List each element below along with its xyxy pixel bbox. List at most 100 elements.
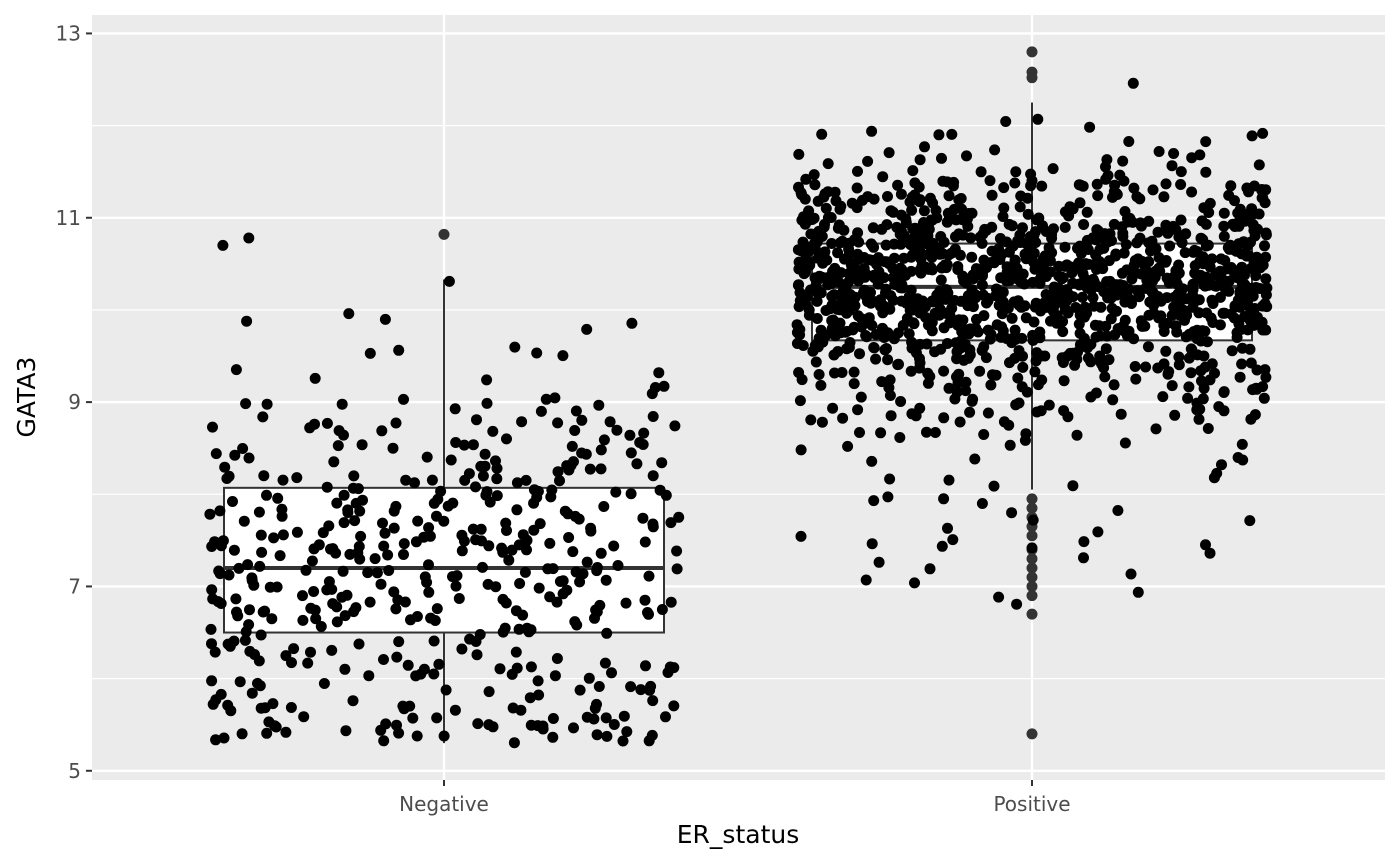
data-point [364,596,376,608]
data-point [903,328,915,340]
data-point [591,565,603,577]
data-point [255,702,267,714]
data-point [1120,239,1132,251]
data-point [935,274,947,286]
data-point [531,347,543,359]
data-point [332,440,344,452]
outlier-point [1026,530,1038,542]
y-tick-label: 13 [56,21,81,45]
data-point [1100,343,1112,355]
data-point [813,369,825,380]
data-point [870,353,882,365]
data-point [1073,179,1085,191]
data-point [593,681,605,692]
data-point [1257,259,1269,271]
data-point [1078,552,1089,564]
data-point [557,350,569,362]
data-point [599,657,611,669]
data-point [925,214,937,226]
data-point [236,728,248,740]
data-point [214,505,226,517]
data-point [544,537,556,549]
data-point [960,295,972,307]
data-point [817,257,829,269]
data-point [1012,372,1024,384]
data-point [825,212,837,223]
data-point [933,129,945,141]
data-point [993,299,1005,311]
data-point [243,619,255,631]
data-point [252,677,263,689]
data-point [1136,320,1148,332]
data-point [594,599,606,611]
data-point [519,566,531,578]
data-point [875,300,886,312]
data-point [843,342,855,353]
data-point [1119,437,1131,449]
data-point [827,268,839,280]
data-point [863,312,875,324]
data-point [411,611,423,622]
data-point [598,501,610,512]
data-point [214,568,226,580]
data-point [483,686,495,698]
data-point [1089,319,1101,331]
data-point [388,586,400,598]
data-point [1058,375,1070,387]
data-point [547,713,559,724]
data-point [1004,439,1016,451]
data-point [440,684,452,696]
data-point [524,692,536,704]
data-point [793,256,805,268]
data-point [966,251,978,263]
data-point [953,314,965,326]
data-point [985,379,997,391]
data-point [411,730,423,742]
data-point [1037,253,1049,265]
data-point [854,427,865,438]
data-point [1116,285,1128,297]
data-point [656,457,668,469]
data-point [1118,175,1130,187]
data-point [423,559,434,571]
data-point [1180,228,1192,240]
data-point [669,420,681,432]
data-point [1200,166,1212,178]
data-point [513,623,525,635]
data-point [423,586,435,598]
data-point [994,233,1006,244]
data-point [309,604,321,616]
data-point [525,661,537,673]
data-point [904,196,916,208]
data-point [954,416,966,428]
data-point [1117,155,1129,167]
data-point [1012,295,1024,307]
data-point [257,411,269,423]
data-point [1185,367,1197,379]
data-point [1245,357,1257,369]
data-point [647,518,659,530]
data-point [647,411,659,422]
data-point [960,385,972,397]
data-point [491,473,503,485]
data-point [1214,319,1226,331]
data-point [1029,366,1041,378]
data-point [308,543,320,555]
data-point [1071,429,1083,441]
data-point [976,279,988,291]
data-point [484,496,496,508]
data-point [1226,345,1238,357]
data-point [1010,333,1022,345]
data-point [880,239,892,251]
data-point [589,612,600,624]
data-point [1105,313,1117,325]
data-point [481,486,493,498]
data-point [1175,214,1187,226]
data-point [271,581,283,593]
data-point [388,522,400,534]
data-point [1164,240,1176,252]
data-point [976,498,988,509]
data-point [1176,237,1188,249]
data-point [989,144,1001,156]
data-point [891,221,903,233]
